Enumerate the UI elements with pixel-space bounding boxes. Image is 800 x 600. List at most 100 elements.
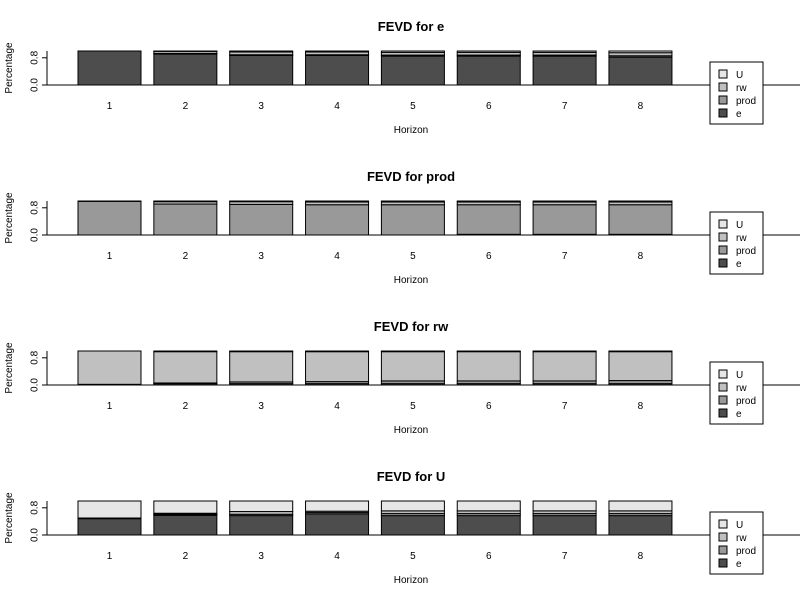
fevd-panel-e: FEVD for e 0.0 0.8 Percentage 1 2 3 4 5 6 7 8 Horizo…	[4, 19, 800, 136]
chart-title: FEVD for prod	[367, 169, 455, 184]
bar-segment-rw-h5	[380, 351, 445, 382]
legend-label: rw	[736, 83, 747, 94]
legend: Urw prod e	[709, 361, 764, 425]
x-tick-label: 1	[107, 251, 113, 262]
bar-segment-prod-h8	[608, 204, 673, 235]
x-tick-label: 6	[486, 251, 492, 262]
bar-segment-U-h4	[305, 350, 370, 353]
fevd-panel-prod: FEVD for prod 0.0 0.8 Percentage 1 2 3 4 5 6 7 8 Hor…	[4, 169, 800, 286]
bar-segment-e-h8	[608, 56, 673, 86]
bar-segment-U-h8	[608, 350, 673, 353]
legend-label: prod	[736, 96, 756, 107]
legend: Urw prod e	[709, 61, 764, 125]
bar-segment-rw-h4	[305, 351, 370, 383]
y-axis-label: Percentage	[4, 42, 15, 94]
bar-segment-e-h5	[380, 55, 445, 86]
bar-segment-U-h3	[229, 500, 294, 513]
x-tick-label: 6	[486, 101, 492, 112]
legend-label: e	[736, 109, 742, 120]
x-tick-label: 1	[107, 101, 113, 112]
y-tick-label: 0.0	[30, 528, 41, 542]
y-tick-label: 0.8	[30, 50, 41, 64]
x-axis-label: Horizon	[394, 425, 428, 436]
bar-segment-U-h3	[229, 350, 294, 353]
bar-segment-U-h6	[456, 500, 521, 512]
legend-label: rw	[736, 233, 747, 244]
x-tick-label: 4	[334, 551, 340, 562]
bar-segment-e-h2	[153, 514, 218, 536]
bar-segment-U-h7	[532, 350, 597, 353]
bar-segment-U-h4	[305, 500, 370, 512]
legend-label: e	[736, 409, 742, 420]
x-tick-label: 5	[410, 401, 416, 412]
bar-segment-U-h5	[380, 500, 445, 512]
x-tick-label: 7	[562, 101, 568, 112]
legend-swatch-e	[718, 408, 728, 418]
x-tick-label: 1	[107, 401, 113, 412]
x-tick-label: 7	[562, 551, 568, 562]
y-tick-label: 0.0	[30, 378, 41, 392]
x-tick-label: 5	[410, 101, 416, 112]
x-tick-label: 3	[258, 101, 264, 112]
x-tick-label: 4	[334, 251, 340, 262]
bar-segment-U-h5	[380, 200, 445, 203]
bar-segment-prod-h5	[380, 204, 445, 236]
x-tick-label: 7	[562, 401, 568, 412]
legend-swatch-rw	[718, 82, 728, 92]
x-tick-label: 8	[638, 251, 644, 262]
bar-segment-prod-h2	[153, 203, 218, 236]
bar-segment-rw-h8	[608, 351, 673, 382]
bar-segment-U-h7	[532, 500, 597, 512]
y-tick-label: 0.8	[30, 350, 41, 364]
x-axis-label: Horizon	[394, 125, 428, 136]
legend-label: U	[736, 520, 743, 531]
legend-label: U	[736, 70, 743, 81]
bar-segment-rw-h1	[77, 350, 142, 385]
x-tick-label: 6	[486, 551, 492, 562]
x-tick-label: 7	[562, 251, 568, 262]
bar-segment-U-h6	[456, 350, 521, 353]
x-tick-label: 4	[334, 401, 340, 412]
fevd-panel-U: FEVD for U 0.0 0.8 Percentage 1 2 3 4 5 6 7 8 Horizo…	[4, 469, 800, 586]
x-tick-label: 4	[334, 101, 340, 112]
bar-segment-e-h1	[77, 518, 142, 536]
bar-segment-U-h8	[608, 200, 673, 203]
bar-segment-U-h5	[380, 50, 445, 53]
x-axis-label: Horizon	[394, 575, 428, 586]
legend-swatch-rw	[718, 382, 728, 392]
legend: Urw prod e	[709, 211, 764, 275]
legend-swatch-prod	[718, 395, 728, 405]
legend-swatch-rw	[718, 532, 728, 542]
y-tick-label: 0.0	[30, 78, 41, 92]
legend-swatch-e	[718, 108, 728, 118]
bar-segment-prod-h7	[532, 204, 597, 235]
bar-segment-U-h8	[608, 500, 673, 512]
bar-segment-prod-h1	[77, 200, 142, 236]
y-axis-label: Percentage	[4, 342, 15, 394]
bar-segment-U-h4	[305, 200, 370, 203]
x-tick-label: 8	[638, 401, 644, 412]
legend-label: U	[736, 220, 743, 231]
x-tick-label: 2	[183, 101, 189, 112]
x-tick-label: 2	[183, 551, 189, 562]
y-tick-label: 0.0	[30, 228, 41, 242]
bar-segment-U-h2	[153, 350, 218, 353]
bar-segment-U-h6	[456, 50, 521, 53]
bar-segment-rw-h7	[532, 351, 597, 382]
legend-label: prod	[736, 396, 756, 407]
bar-segment-e-h7	[532, 55, 597, 86]
legend-swatch-rw	[718, 232, 728, 242]
x-tick-label: 5	[410, 251, 416, 262]
legend-swatch-U	[718, 219, 728, 229]
bar-segment-U-h2	[153, 500, 218, 514]
bar-segment-U-h3	[229, 200, 294, 203]
legend-label: rw	[736, 533, 747, 544]
bar-segment-rw-h2	[153, 351, 218, 384]
bar-segment-prod-h6	[456, 204, 521, 235]
legend-swatch-e	[718, 558, 728, 568]
y-axis-label: Percentage	[4, 192, 15, 244]
legend-label: e	[736, 559, 742, 570]
bar-segment-rw-h6	[456, 351, 521, 382]
bar-segment-prod-h4	[305, 204, 370, 236]
bar-segment-U-h1	[77, 500, 142, 519]
